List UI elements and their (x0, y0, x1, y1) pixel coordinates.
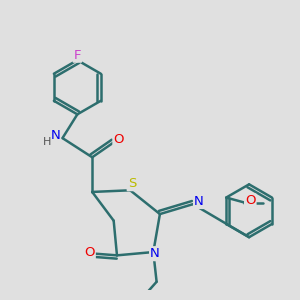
Text: O: O (245, 194, 256, 207)
Text: N: N (194, 195, 204, 208)
Text: O: O (113, 133, 124, 146)
Text: N: N (150, 247, 160, 260)
Text: F: F (74, 49, 81, 62)
Text: S: S (128, 177, 136, 190)
Text: H: H (42, 137, 51, 147)
Text: N: N (50, 129, 60, 142)
Text: O: O (84, 245, 95, 259)
